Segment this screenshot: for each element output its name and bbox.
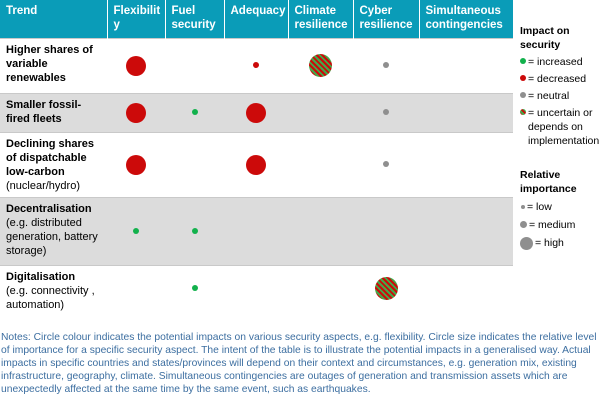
decreased-high-circle-icon <box>126 102 146 123</box>
legend-decreased: = decreased <box>520 72 604 86</box>
legend-impact-title: Impact on security <box>520 25 570 51</box>
red-circle-icon <box>520 75 526 81</box>
header-trend: Trend <box>0 0 107 38</box>
legend-uncertain-label: = uncertain or depends on implementation <box>528 107 600 147</box>
impact-cell <box>107 264 165 312</box>
impact-cell <box>288 92 353 132</box>
trend-cell: Higher shares of variable renewables <box>0 37 107 93</box>
uncertain-xhigh-circle-icon <box>309 54 332 77</box>
legend-high-label: = high <box>535 237 564 249</box>
trend-example: (e.g. distributed generation, battery st… <box>6 216 98 257</box>
security-impact-table: Trend Flexibilit y Fuel security Adequac… <box>0 0 513 312</box>
legend-neutral-label: = neutral <box>528 90 570 102</box>
impact-cell <box>224 92 288 132</box>
uncertain-xhigh-circle-icon <box>374 277 398 300</box>
header-row: Trend Flexibilit y Fuel security Adequac… <box>0 0 513 38</box>
neutral-low-circle-icon <box>383 62 389 69</box>
impact-cell <box>288 37 353 93</box>
legend: Impact on security = increased = decreas… <box>520 24 604 250</box>
impact-cell <box>288 131 353 197</box>
striped-circle-icon <box>520 109 526 115</box>
trend-name: Smaller fossil-fired fleets <box>6 98 82 125</box>
impact-cell <box>224 131 288 197</box>
legend-low: = low <box>520 200 604 214</box>
small-circle-icon <box>521 205 525 209</box>
impact-cell <box>353 196 419 265</box>
increased-low-circle-icon <box>191 109 198 116</box>
trend-cell: Declining shares of dispatchable low-car… <box>0 131 107 197</box>
header-fuel-security: Fuel security <box>164 0 224 38</box>
impact-cell <box>224 196 288 265</box>
medium-circle-icon <box>520 221 527 228</box>
legend-uncertain: = uncertain or depends on implementation <box>520 106 604 148</box>
trend-cell: Smaller fossil-fired fleets <box>0 92 107 132</box>
impact-cell <box>353 131 419 197</box>
impact-cell <box>165 37 224 93</box>
table-row: Smaller fossil-fired fleets <box>0 92 513 132</box>
impact-cell <box>224 264 288 312</box>
decreased-high-circle-icon <box>246 102 266 123</box>
neutral-low-circle-icon <box>383 161 389 168</box>
neutral-low-circle-icon <box>383 109 389 116</box>
table-row: Declining shares of dispatchable low-car… <box>0 131 513 197</box>
trend-cell: Digitalisation (e.g. connectivity , autom… <box>0 264 107 312</box>
legend-decreased-label: = decreased <box>528 73 587 85</box>
table-row: Higher shares of variable renewables <box>0 37 513 93</box>
trend-cell: Decentralisation (e.g. distributed genera… <box>0 196 107 265</box>
header-adequacy: Adequacy <box>223 0 288 38</box>
impact-cell <box>419 196 513 265</box>
impact-cell <box>165 264 224 312</box>
impact-cell <box>107 37 165 93</box>
legend-low-label: = low <box>527 201 552 213</box>
legend-neutral: = neutral <box>520 89 604 103</box>
decreased-low-circle-icon <box>253 62 259 69</box>
legend-medium-label: = medium <box>529 219 576 231</box>
impact-cell <box>107 196 165 265</box>
impact-cell <box>353 264 419 312</box>
impact-cell <box>107 92 165 132</box>
impact-cell <box>288 264 353 312</box>
header-simultaneous-contingencies: Simultaneous contingencies <box>418 0 513 38</box>
impact-cell <box>419 37 513 93</box>
trend-name: Digitalisation <box>6 270 76 283</box>
increased-low-circle-icon <box>191 285 198 292</box>
legend-high: = high <box>520 236 604 250</box>
large-circle-icon <box>520 236 533 250</box>
trend-example: (e.g. connectivity , automation) <box>6 284 95 311</box>
trend-name: Declining shares of dispatchable low-car… <box>6 137 95 178</box>
decreased-high-circle-icon <box>246 154 266 175</box>
legend-importance-title: Relative importance <box>520 169 577 195</box>
impact-cell <box>224 37 288 93</box>
impact-cell <box>165 131 224 197</box>
decreased-high-circle-icon <box>126 55 146 76</box>
impact-cell <box>165 92 224 132</box>
notes: Notes: Circle colour indicates the poten… <box>1 332 597 395</box>
impact-cell <box>353 92 419 132</box>
legend-increased: = increased <box>520 55 604 69</box>
trend-name: Decentralisation <box>6 202 92 215</box>
header-cyber-resilience: Cyber resilience <box>352 0 419 38</box>
impact-cell <box>107 131 165 197</box>
trend-name: Higher shares of variable renewables <box>6 43 93 84</box>
legend-medium: = medium <box>520 218 604 232</box>
increased-low-circle-icon <box>191 227 198 234</box>
legend-increased-label: = increased <box>528 56 583 68</box>
header-flexibility: Flexibilit y <box>106 0 165 38</box>
table-row: Decentralisation (e.g. distributed genera… <box>0 196 513 265</box>
increased-low-circle-icon <box>133 227 139 234</box>
impact-cell <box>288 196 353 265</box>
trend-example: (nuclear/hydro) <box>6 179 80 192</box>
decreased-high-circle-icon <box>126 154 146 175</box>
gray-circle-icon <box>520 92 526 98</box>
table-row: Digitalisation (e.g. connectivity , autom… <box>0 264 513 312</box>
impact-cell <box>419 264 513 312</box>
impact-cell <box>353 37 419 93</box>
impact-cell <box>165 196 224 265</box>
impact-cell <box>419 92 513 132</box>
green-circle-icon <box>520 58 526 64</box>
impact-cell <box>419 131 513 197</box>
header-climate-resilience: Climate resilience <box>287 0 353 38</box>
